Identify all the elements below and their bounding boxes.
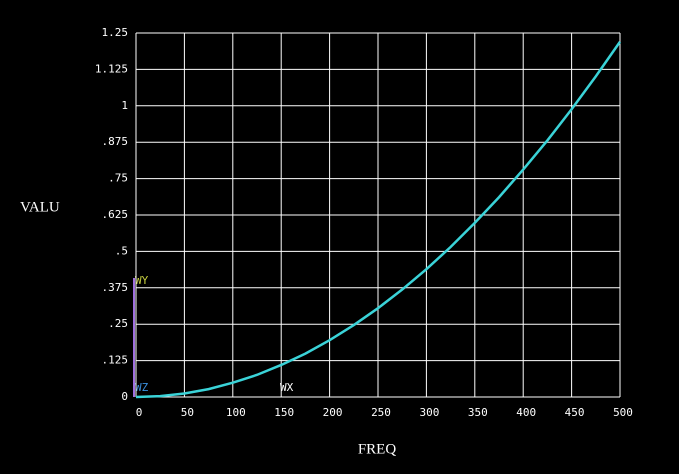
y-tick-label: .375 xyxy=(102,281,129,294)
data-line xyxy=(135,41,622,399)
triad-y-label: WY xyxy=(135,274,149,287)
y-tick-label: .125 xyxy=(102,354,129,367)
x-tick-label: 0 xyxy=(136,406,143,419)
x-tick-label: 400 xyxy=(516,406,536,419)
triad-x-label: WX xyxy=(280,381,294,394)
x-tick-label: 100 xyxy=(226,406,246,419)
x-tick-label: 250 xyxy=(371,406,391,419)
x-tick-label: 200 xyxy=(323,406,343,419)
triad-z-label: WZ xyxy=(135,381,149,394)
y-axis-label: VALU xyxy=(20,199,60,215)
y-tick-label: 0 xyxy=(121,390,128,403)
y-tick-label: 1.125 xyxy=(95,62,128,75)
y-tick-label: .875 xyxy=(102,135,129,148)
y-tick-label: 1 xyxy=(121,99,128,112)
y-tick-label: .5 xyxy=(115,244,128,257)
x-axis-label: FREQ xyxy=(358,441,397,457)
y-tick-label: .75 xyxy=(108,172,128,185)
y-tick-label: 1.25 xyxy=(102,26,129,39)
x-tick-label: 500 xyxy=(613,406,633,419)
x-tick-label: 450 xyxy=(565,406,585,419)
y-tick-label: .25 xyxy=(108,317,128,330)
x-tick-label: 350 xyxy=(468,406,488,419)
y-tick-label: .625 xyxy=(102,208,129,221)
x-tick-label: 50 xyxy=(181,406,194,419)
x-tick-label: 300 xyxy=(419,406,439,419)
x-tick-label: 150 xyxy=(274,406,294,419)
